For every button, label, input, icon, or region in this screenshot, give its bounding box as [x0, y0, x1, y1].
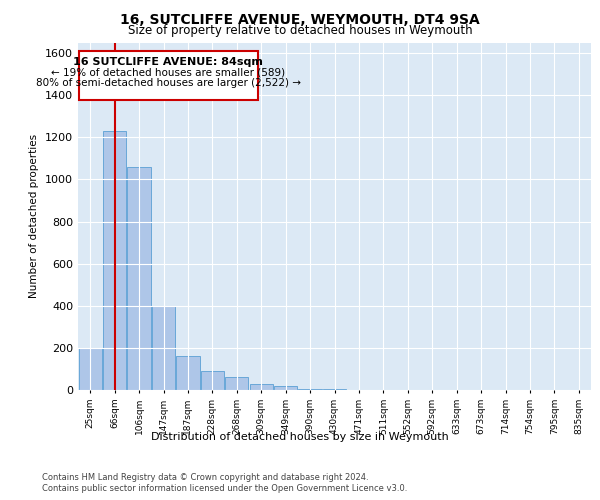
Bar [225, 378, 248, 390]
Bar [298, 389, 322, 390]
Text: 16, SUTCLIFFE AVENUE, WEYMOUTH, DT4 9SA: 16, SUTCLIFFE AVENUE, WEYMOUTH, DT4 9SA [120, 12, 480, 26]
FancyBboxPatch shape [79, 51, 257, 100]
Bar [103, 131, 126, 390]
Bar [79, 348, 102, 390]
Bar [250, 384, 273, 390]
Bar [274, 386, 297, 390]
Text: Contains HM Land Registry data © Crown copyright and database right 2024.: Contains HM Land Registry data © Crown c… [42, 472, 368, 482]
Text: Size of property relative to detached houses in Weymouth: Size of property relative to detached ho… [128, 24, 472, 37]
Text: Contains public sector information licensed under the Open Government Licence v3: Contains public sector information licen… [42, 484, 407, 493]
Y-axis label: Number of detached properties: Number of detached properties [29, 134, 40, 298]
Bar [201, 371, 224, 390]
Bar [176, 356, 200, 390]
Text: Distribution of detached houses by size in Weymouth: Distribution of detached houses by size … [151, 432, 449, 442]
Text: 80% of semi-detached houses are larger (2,522) →: 80% of semi-detached houses are larger (… [36, 78, 301, 88]
Bar [127, 167, 151, 390]
Bar [152, 306, 175, 390]
Text: 16 SUTCLIFFE AVENUE: 84sqm: 16 SUTCLIFFE AVENUE: 84sqm [73, 57, 263, 67]
Text: ← 19% of detached houses are smaller (589): ← 19% of detached houses are smaller (58… [52, 68, 286, 78]
